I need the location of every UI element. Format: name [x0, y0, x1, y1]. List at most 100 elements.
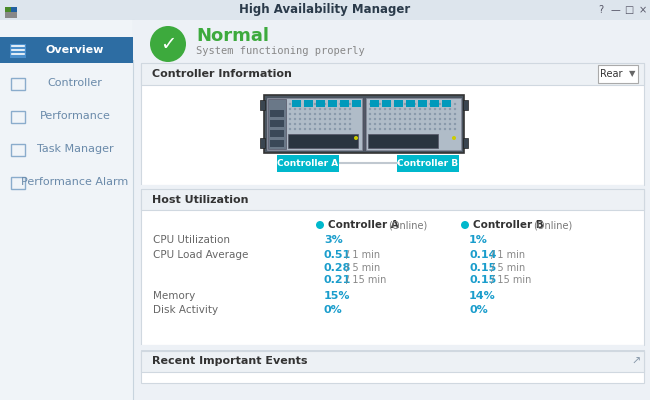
Text: Controller B: Controller B — [473, 220, 544, 230]
Text: / 15 min: / 15 min — [491, 275, 532, 285]
Circle shape — [414, 103, 416, 105]
FancyBboxPatch shape — [5, 12, 11, 18]
Circle shape — [329, 123, 332, 125]
Circle shape — [389, 108, 391, 110]
Circle shape — [414, 108, 416, 110]
Circle shape — [289, 118, 291, 120]
Text: System functioning properly: System functioning properly — [196, 46, 365, 56]
FancyBboxPatch shape — [0, 0, 650, 20]
Circle shape — [419, 118, 421, 120]
FancyBboxPatch shape — [292, 100, 301, 107]
Circle shape — [294, 113, 296, 115]
Circle shape — [448, 108, 451, 110]
Circle shape — [394, 128, 396, 130]
Text: Memory: Memory — [153, 291, 195, 301]
Circle shape — [318, 118, 321, 120]
Circle shape — [304, 103, 306, 105]
Circle shape — [329, 128, 332, 130]
Circle shape — [434, 113, 436, 115]
Text: 0.14: 0.14 — [469, 250, 497, 260]
Circle shape — [384, 108, 386, 110]
FancyBboxPatch shape — [270, 140, 284, 147]
Circle shape — [434, 103, 436, 105]
Circle shape — [394, 113, 396, 115]
Circle shape — [414, 128, 416, 130]
Circle shape — [314, 123, 316, 125]
Text: 0.21: 0.21 — [324, 275, 352, 285]
Text: 0.15: 0.15 — [469, 275, 496, 285]
Circle shape — [409, 128, 411, 130]
Text: Controller Information: Controller Information — [152, 69, 292, 79]
Text: ▼: ▼ — [629, 70, 635, 78]
Text: / 5 min: / 5 min — [346, 263, 380, 273]
Circle shape — [344, 113, 346, 115]
Circle shape — [349, 118, 351, 120]
Circle shape — [339, 113, 341, 115]
FancyBboxPatch shape — [141, 345, 644, 350]
Text: CPU Utilization: CPU Utilization — [153, 235, 230, 245]
Circle shape — [409, 118, 411, 120]
Text: 0%: 0% — [469, 305, 488, 315]
Circle shape — [444, 128, 446, 130]
Circle shape — [318, 108, 321, 110]
Circle shape — [349, 113, 351, 115]
Circle shape — [404, 128, 406, 130]
Circle shape — [318, 128, 321, 130]
Text: 3%: 3% — [324, 235, 343, 245]
Circle shape — [399, 103, 401, 105]
FancyBboxPatch shape — [10, 44, 26, 58]
Circle shape — [344, 103, 346, 105]
Circle shape — [399, 118, 401, 120]
Circle shape — [334, 113, 336, 115]
Circle shape — [461, 221, 469, 229]
Circle shape — [299, 103, 301, 105]
Circle shape — [394, 118, 396, 120]
Circle shape — [289, 113, 291, 115]
FancyBboxPatch shape — [397, 155, 459, 172]
Text: High Availability Manager: High Availability Manager — [239, 4, 411, 16]
Circle shape — [444, 123, 446, 125]
FancyBboxPatch shape — [340, 100, 349, 107]
Circle shape — [304, 128, 306, 130]
Text: Performance Alarm: Performance Alarm — [21, 177, 129, 187]
Circle shape — [349, 123, 351, 125]
Circle shape — [379, 103, 381, 105]
FancyBboxPatch shape — [304, 100, 313, 107]
Circle shape — [294, 103, 296, 105]
Circle shape — [309, 118, 311, 120]
FancyBboxPatch shape — [267, 98, 362, 150]
FancyBboxPatch shape — [442, 100, 451, 107]
Circle shape — [429, 103, 431, 105]
Circle shape — [448, 123, 451, 125]
Circle shape — [414, 113, 416, 115]
Circle shape — [294, 118, 296, 120]
Circle shape — [314, 108, 316, 110]
Circle shape — [309, 108, 311, 110]
Circle shape — [434, 108, 436, 110]
Text: 15%: 15% — [324, 291, 350, 301]
Circle shape — [369, 108, 371, 110]
Circle shape — [394, 108, 396, 110]
Circle shape — [434, 123, 436, 125]
Circle shape — [399, 123, 401, 125]
Circle shape — [374, 108, 376, 110]
FancyBboxPatch shape — [11, 7, 17, 13]
Circle shape — [354, 136, 358, 140]
Circle shape — [454, 103, 456, 105]
Text: ✓: ✓ — [160, 34, 176, 54]
Circle shape — [369, 128, 371, 130]
FancyBboxPatch shape — [288, 134, 358, 148]
Circle shape — [318, 123, 321, 125]
Circle shape — [429, 113, 431, 115]
FancyBboxPatch shape — [406, 100, 415, 107]
Circle shape — [289, 128, 291, 130]
Text: / 15 min: / 15 min — [346, 275, 386, 285]
Circle shape — [318, 113, 321, 115]
FancyBboxPatch shape — [430, 100, 439, 107]
FancyBboxPatch shape — [0, 37, 133, 63]
FancyBboxPatch shape — [598, 65, 638, 83]
Text: ×: × — [639, 5, 647, 15]
Text: Rear: Rear — [600, 69, 622, 79]
Circle shape — [444, 108, 446, 110]
Circle shape — [339, 118, 341, 120]
